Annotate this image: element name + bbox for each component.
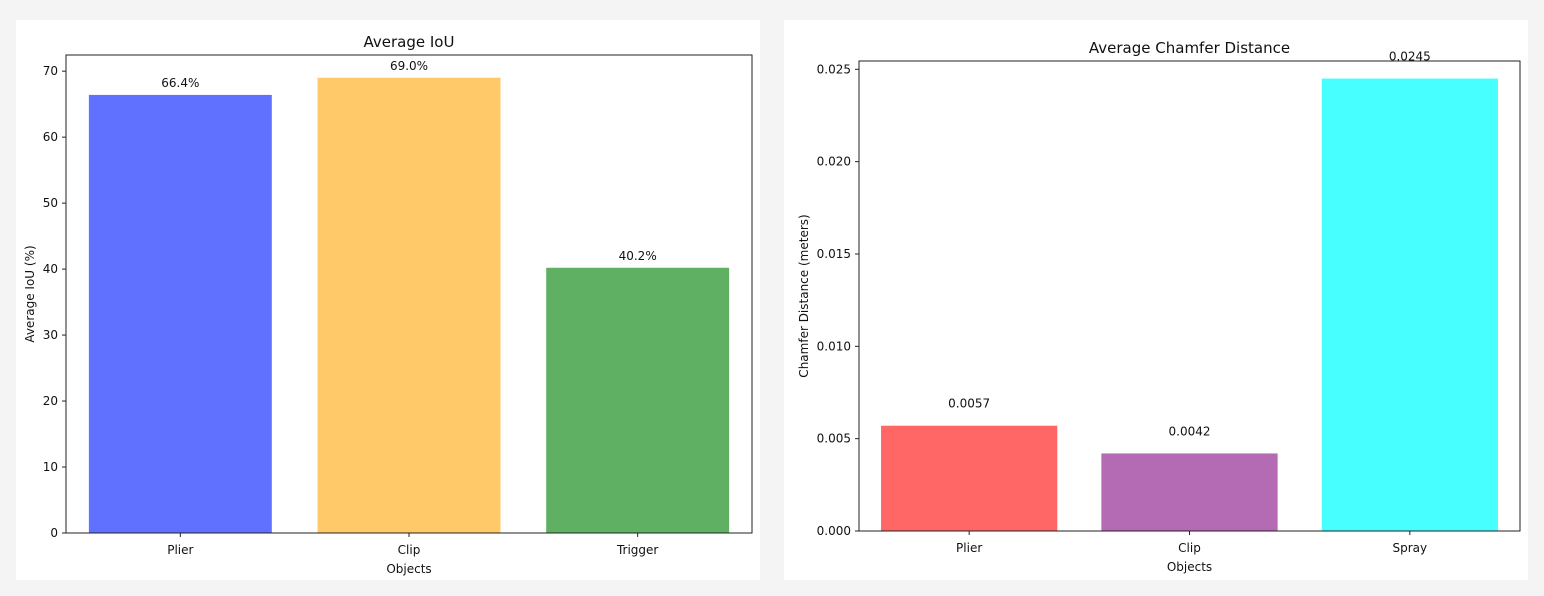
chamfer-y-axis-label: Chamfer Distance (meters) (797, 214, 811, 377)
chamfer-bar-plier (881, 425, 1058, 531)
chamfer-y-tick-label: 0.000 (817, 524, 851, 538)
chamfer-value-label-plier: 0.0057 (948, 397, 990, 411)
iou-x-axis-label: Objects (386, 562, 431, 576)
iou-chart-panel: Average IoU 66.4% Plier 69.0% Clip 40.2% Trigg… (16, 20, 760, 580)
iou-y-tick-label: 10 (43, 460, 58, 474)
iou-y-axis-label: Average IoU (%) (23, 245, 37, 342)
iou-x-tick-label-clip: Clip (398, 543, 421, 557)
chamfer-y-tick-label: 0.005 (817, 432, 851, 446)
chamfer-y-tick-label: 0.015 (817, 247, 851, 261)
iou-y-tick-label: 60 (43, 130, 58, 144)
chamfer-y-tick-label: 0.010 (817, 339, 851, 353)
iou-y-tick-label: 50 (43, 196, 58, 210)
iou-bar-trigger (546, 267, 730, 533)
chamfer-x-tick-label-clip: Clip (1178, 541, 1201, 555)
chamfer-x-axis-label: Objects (1167, 560, 1212, 574)
chamfer-chart-title: Average Chamfer Distance (1089, 39, 1290, 57)
iou-y-tick-label: 70 (43, 64, 58, 78)
iou-value-label-plier: 66.4% (161, 76, 199, 90)
iou-x-tick-label-trigger: Trigger (616, 543, 658, 557)
iou-y-tick-label: 40 (43, 262, 58, 276)
chamfer-y-tick-label: 0.025 (817, 62, 851, 76)
iou-bar-clip (317, 77, 501, 533)
chamfer-x-tick-label-spray: Spray (1393, 541, 1428, 555)
chamfer-bar-spray (1321, 78, 1498, 532)
chamfer-plot-frame (858, 60, 1521, 532)
iou-y-tick-label: 20 (43, 394, 58, 408)
iou-y-tick-label: 30 (43, 328, 58, 342)
iou-plot-frame (65, 54, 753, 534)
chamfer-x-tick-label-plier: Plier (956, 541, 982, 555)
chamfer-bar-chart: Average Chamfer Distance 0.0057 Plier 0.004… (797, 39, 1521, 574)
chamfer-value-label-clip: 0.0042 (1169, 424, 1211, 438)
iou-y-tick-label: 0 (50, 526, 58, 540)
chamfer-value-label-spray: 0.0245 (1389, 50, 1431, 64)
chamfer-chart-panel: Average Chamfer Distance 0.0057 Plier 0.004… (784, 20, 1528, 580)
iou-x-tick-label-plier: Plier (167, 543, 193, 557)
iou-bar-chart: Average IoU 66.4% Plier 69.0% Clip 40.2% Trigg… (23, 33, 753, 576)
iou-bar-plier (88, 94, 272, 533)
iou-chart-title: Average IoU (364, 33, 455, 51)
iou-value-label-trigger: 40.2% (619, 249, 657, 263)
iou-value-label-clip: 69.0% (390, 59, 428, 73)
chamfer-bar-clip (1101, 453, 1278, 531)
chamfer-y-tick-label: 0.020 (817, 155, 851, 169)
